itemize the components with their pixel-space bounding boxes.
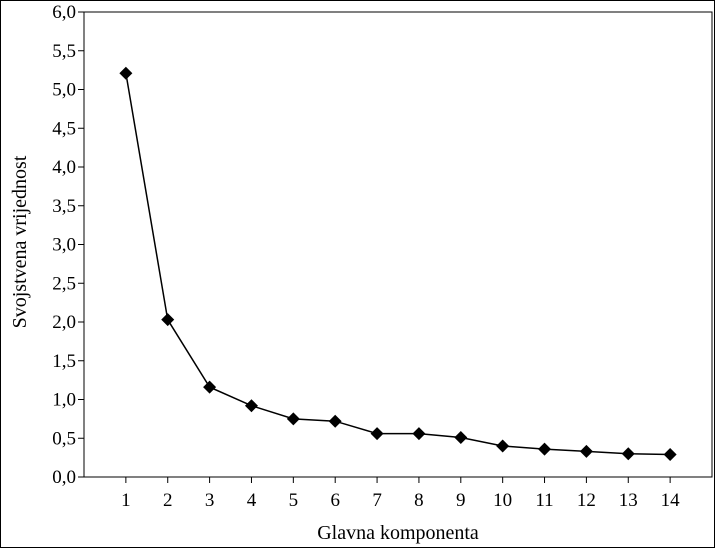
data-point-marker — [370, 427, 384, 441]
data-point-marker — [496, 439, 510, 453]
data-point-marker — [454, 430, 468, 444]
y-tick-label: 2,0 — [52, 312, 76, 333]
x-tick-label: 8 — [414, 490, 424, 511]
data-point-marker — [203, 380, 217, 394]
y-tick-marks — [78, 11, 84, 478]
data-point-marker — [663, 448, 677, 462]
x-axis-title: Glavna komponenta — [317, 522, 479, 544]
x-tick-label: 7 — [372, 490, 382, 511]
data-point-marker — [119, 66, 133, 80]
series-line — [125, 73, 671, 456]
x-tick-label: 6 — [330, 490, 340, 511]
series-markers — [119, 66, 677, 462]
y-tick-label: 2,5 — [52, 273, 76, 294]
x-tick-label: 11 — [535, 490, 553, 511]
y-tick-label: 3,5 — [52, 196, 76, 217]
x-tick-label: 10 — [493, 490, 512, 511]
data-point-marker — [621, 447, 635, 461]
x-tick-label: 3 — [205, 490, 215, 511]
x-tick-label: 12 — [577, 490, 596, 511]
plot-area-frame — [83, 11, 713, 478]
x-tick-marks — [125, 477, 671, 483]
y-tick-label: 5,0 — [52, 80, 76, 101]
y-tick-label: 3,0 — [52, 235, 76, 256]
data-point-marker — [538, 442, 552, 456]
x-tick-labels: 1 2 3 4 5 6 7 8 9 10 11 12 13 14 — [121, 490, 680, 511]
y-tick-label: 0,5 — [52, 428, 76, 449]
y-axis-title: Svojstvena vrijednost — [9, 155, 31, 328]
y-tick-label: 1,5 — [52, 351, 76, 372]
x-tick-label: 2 — [163, 490, 173, 511]
y-tick-label: 4,5 — [52, 118, 76, 139]
x-tick-label: 5 — [289, 490, 299, 511]
x-tick-label: 14 — [661, 490, 681, 511]
data-point-marker — [161, 313, 175, 327]
x-tick-label: 4 — [247, 490, 257, 511]
data-point-marker — [328, 414, 342, 428]
y-tick-label: 1,0 — [52, 390, 76, 411]
y-tick-label: 0,0 — [52, 467, 76, 488]
data-point-marker — [412, 427, 426, 441]
x-tick-label: 9 — [456, 490, 466, 511]
y-tick-label: 6,0 — [52, 2, 76, 23]
data-point-marker — [579, 444, 593, 458]
series-lines — [125, 73, 671, 456]
data-point-marker — [244, 399, 258, 413]
y-tick-label: 5,5 — [52, 41, 76, 62]
x-tick-label: 1 — [121, 490, 131, 511]
x-tick-label: 13 — [619, 490, 638, 511]
y-tick-label: 4,0 — [52, 157, 76, 178]
data-point-marker — [286, 412, 300, 426]
y-tick-labels: 0,0 0,5 1,0 1,5 2,0 2,5 3,0 3,5 4,0 4,5 5,0 5,5 6,0 — [52, 2, 76, 488]
